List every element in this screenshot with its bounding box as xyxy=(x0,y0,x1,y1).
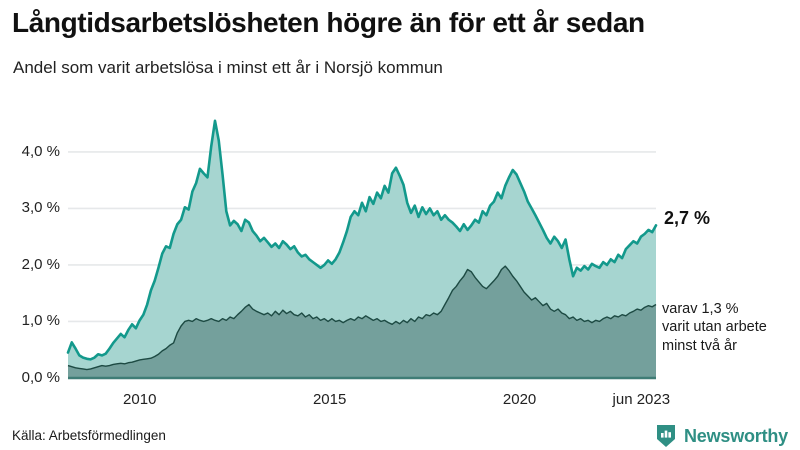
brand-logo: Newsworthy xyxy=(655,424,788,448)
brand-name: Newsworthy xyxy=(683,426,788,446)
y-axis-tick-label: 1,0 % xyxy=(21,312,60,330)
series2-annotation-line3: minst två år xyxy=(662,337,737,354)
footer-divider xyxy=(0,414,800,415)
series2-annotation-line1: varav 1,3 % xyxy=(662,300,739,317)
y-axis-tick-label: 2,0 % xyxy=(21,255,60,273)
x-axis-tick-label: jun 2023 xyxy=(612,391,671,408)
y-axis-tick-label: 4,0 % xyxy=(21,142,60,160)
bar-chart-pin-icon xyxy=(656,425,675,447)
end-value-label: 2,7 % xyxy=(664,208,711,229)
series2-annotation-line2: varit utan arbete xyxy=(662,319,767,336)
y-axis-tick-label: 3,0 % xyxy=(21,199,60,217)
source-caption: Källa: Arbetsförmedlingen xyxy=(12,428,166,443)
x-axis-tick-label: 2015 xyxy=(312,391,347,408)
page-title: Långtidsarbetslösheten högre än för ett … xyxy=(12,7,645,38)
x-axis-tick-label: 2010 xyxy=(123,391,157,408)
series2-annotation: varav 1,3 % varit utan arbete minst två … xyxy=(662,300,767,356)
y-axis-tick-label: 0,0 % xyxy=(21,369,60,386)
chart-subtitle: Andel som varit arbetslösa i minst ett å… xyxy=(13,58,443,77)
x-axis-tick-label: 2020 xyxy=(502,391,537,408)
